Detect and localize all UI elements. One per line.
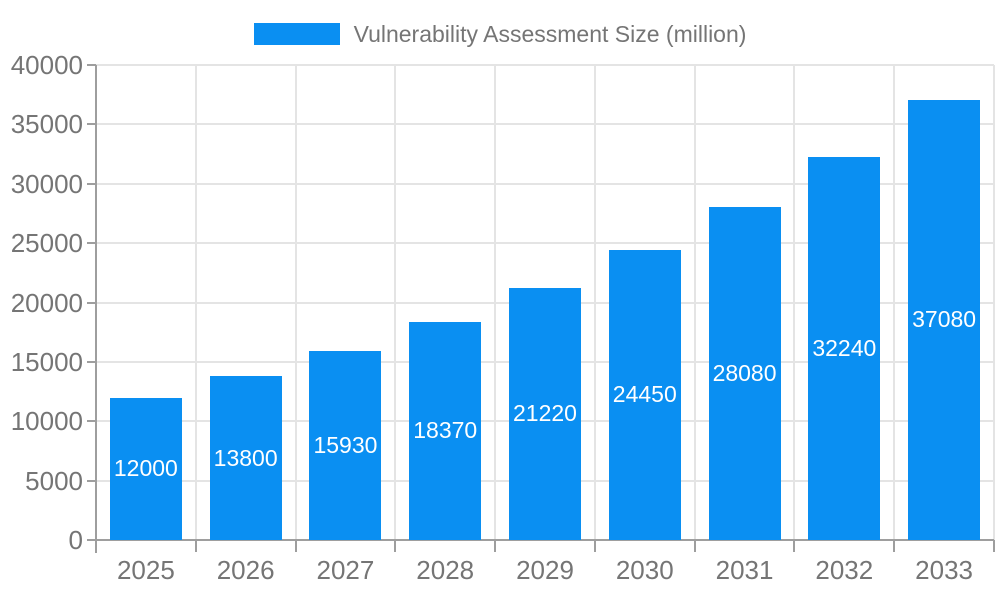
x-tick (793, 540, 796, 552)
gridline-vertical (294, 65, 297, 540)
bar-value-label: 28080 (712, 359, 777, 386)
bar[interactable]: 18370 (409, 321, 482, 540)
bar-value-label: 13800 (213, 444, 278, 471)
bar[interactable]: 24450 (608, 249, 681, 540)
gridline-horizontal (96, 242, 994, 245)
x-tick-label: 2028 (416, 555, 475, 585)
y-tick-label: 15000 (10, 346, 83, 377)
legend-label: Vulnerability Assessment Size (million) (353, 20, 747, 47)
x-tick-label: 2030 (615, 555, 674, 585)
y-tick (87, 182, 96, 185)
bar-value-label: 15930 (313, 431, 378, 458)
y-tick-label: 10000 (10, 406, 83, 437)
x-tick-label: 2025 (116, 555, 175, 585)
gridline-vertical (893, 65, 896, 540)
y-tick (87, 539, 96, 541)
y-tick-label: 35000 (10, 109, 83, 140)
y-tick (87, 301, 96, 304)
x-tick (693, 540, 696, 552)
x-tick (494, 540, 497, 552)
y-tick-label: 40000 (10, 50, 83, 80)
y-tick (87, 242, 96, 245)
x-tick (593, 540, 596, 552)
plot-area: 0 5000 10000 15000 20000 25000 30000 35000 40000… (11, 52, 995, 583)
y-tick (87, 360, 96, 363)
bar-value-label: 12000 (113, 455, 178, 482)
gridline-vertical (593, 65, 596, 540)
y-tick-label: 20000 (10, 287, 83, 318)
gridline-vertical (494, 65, 497, 540)
x-tick-label: 2031 (715, 555, 774, 585)
legend-swatch (253, 23, 340, 45)
bar[interactable]: 32240 (808, 157, 881, 540)
gridline-vertical (793, 65, 796, 540)
bar[interactable]: 13800 (209, 376, 282, 540)
gridline-vertical (693, 65, 696, 540)
gridline-horizontal (96, 123, 994, 126)
y-tick (87, 64, 96, 66)
y-tick (87, 420, 96, 423)
gridline-vertical (993, 65, 995, 540)
x-tick-label: 2033 (915, 555, 974, 585)
bar[interactable]: 15930 (309, 350, 382, 540)
bar[interactable]: 28080 (708, 206, 781, 540)
gridline-horizontal (96, 64, 994, 66)
y-axis-line (95, 65, 97, 553)
bar-value-label: 18370 (413, 417, 478, 444)
bar[interactable]: 37080 (908, 99, 981, 540)
x-tick (194, 540, 197, 552)
y-tick (87, 123, 96, 126)
bar[interactable]: 21220 (509, 288, 581, 540)
bar-value-label: 32240 (812, 335, 877, 362)
x-tick (893, 540, 896, 552)
x-tick-label: 2027 (316, 555, 375, 585)
x-tick-label: 2029 (516, 555, 574, 585)
x-tick-label: 2032 (815, 555, 874, 585)
x-tick-label: 2026 (216, 555, 275, 585)
y-tick (87, 479, 96, 482)
x-tick (993, 540, 995, 552)
y-tick-label: 5000 (25, 465, 83, 496)
y-tick-label: 30000 (10, 168, 83, 199)
y-tick-label: 0 (68, 525, 83, 555)
bar-value-label: 37080 (912, 306, 977, 333)
bar-value-label: 21220 (513, 400, 577, 427)
gridline-vertical (194, 65, 197, 540)
x-tick (294, 540, 297, 552)
x-tick (394, 540, 397, 552)
bar-value-label: 24450 (612, 381, 677, 408)
x-axis-line (96, 539, 994, 541)
gridline-horizontal (96, 182, 994, 185)
gridline-vertical (394, 65, 397, 540)
legend[interactable]: Vulnerability Assessment Size (million) (0, 20, 1000, 48)
bar[interactable]: 12000 (109, 397, 182, 540)
y-tick-label: 25000 (10, 228, 83, 259)
